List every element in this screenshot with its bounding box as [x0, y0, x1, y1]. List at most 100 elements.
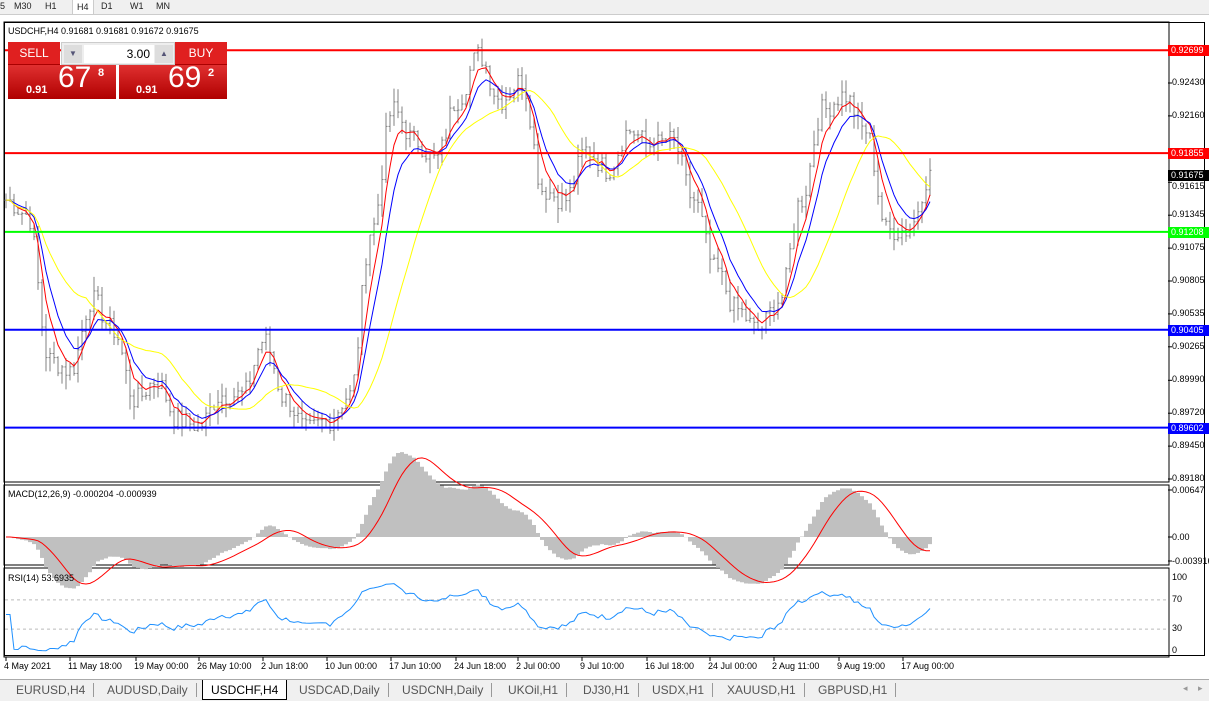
price-bar: [756, 312, 760, 331]
price-bar: [384, 112, 388, 183]
price-bar: [268, 326, 272, 367]
scroll-left-icon[interactable]: ◂: [1183, 683, 1188, 693]
scroll-right-icon[interactable]: ▸: [1198, 683, 1203, 693]
timeframe-5[interactable]: 5: [0, 1, 6, 11]
buy-button[interactable]: BUY: [175, 42, 227, 65]
price-bar: [700, 188, 704, 218]
price-bar: [140, 375, 144, 402]
timeframe-M30[interactable]: M30: [14, 1, 32, 11]
timeframe-MN[interactable]: MN: [156, 1, 170, 11]
one-click-trading-panel: SELL ▼ 3.00 ▲ BUY 0.91 67 8 0.91 69 2: [8, 42, 227, 99]
chart-tab[interactable]: AUDUSD,Daily: [99, 683, 197, 697]
price-bar: [84, 315, 88, 340]
price-bar: [820, 93, 824, 132]
time-axis-label: 2 Jul 00:00: [516, 661, 561, 671]
time-axis-label: 11 May 18:00: [68, 661, 122, 671]
timeframe-W1[interactable]: W1: [130, 1, 144, 11]
timeframe-H4[interactable]: H4: [72, 0, 94, 15]
price-bar: [864, 123, 868, 144]
timeframe-H1[interactable]: H1: [45, 1, 57, 11]
time-axis-label: 17 Jun 10:00: [389, 661, 442, 671]
price-axis-label: 0.90805: [1172, 275, 1205, 285]
price-axis-label: 0.89450: [1172, 440, 1205, 451]
chart-tab[interactable]: EURUSD,H4: [8, 683, 95, 697]
time-axis-label: 17 Aug 00:00: [901, 661, 955, 671]
price-bar: [48, 347, 52, 372]
price-bar: [724, 270, 728, 295]
price-bar: [292, 406, 296, 428]
lot-input[interactable]: 3.00: [84, 45, 154, 63]
price-bar: [20, 211, 24, 225]
price-bar: [472, 52, 476, 71]
price-bar: [344, 388, 348, 410]
price-bar: [256, 347, 260, 371]
price-axis-label: 0.91615: [1172, 180, 1205, 191]
price-bar: [636, 130, 640, 143]
price-bar: [744, 299, 748, 322]
sell-price[interactable]: 0.91 67 8: [8, 61, 116, 99]
price-bar: [100, 287, 104, 331]
rsi-label: RSI(14) 53.6935: [8, 573, 75, 583]
timeframe-D1[interactable]: D1: [101, 1, 113, 11]
price-bar: [364, 258, 368, 294]
rsi-axis-label: 70: [1172, 593, 1183, 604]
increase-lot-icon[interactable]: ▲: [155, 45, 173, 63]
price-bar: [172, 408, 176, 435]
price-bar: [316, 410, 320, 427]
lot-size-stepper[interactable]: ▼ 3.00 ▲: [61, 42, 175, 65]
price-axis-label: 0.89720: [1172, 407, 1205, 418]
price-bar: [164, 373, 168, 403]
price-bar: [272, 351, 276, 374]
price-bar: [804, 185, 808, 220]
chart-tab[interactable]: GBPUSD,H1: [810, 683, 897, 697]
price-bar: [904, 219, 908, 243]
time-axis-label: 10 Jun 00:00: [325, 661, 378, 671]
chart-tab[interactable]: UKOil,H1: [500, 683, 568, 697]
price-bar: [224, 387, 228, 418]
price-bar: [780, 293, 784, 305]
price-bar: [596, 151, 600, 178]
price-bar: [284, 392, 288, 407]
price-axis-label: 0.89180: [1172, 473, 1205, 483]
price-bar: [696, 189, 700, 213]
time-axis-label: 4 May 2021: [4, 661, 52, 671]
chart-tab[interactable]: USDX,H1: [644, 683, 714, 697]
decrease-lot-icon[interactable]: ▼: [64, 45, 82, 63]
price-axis-label: 0.90535: [1172, 307, 1205, 318]
price-bar: [80, 319, 84, 361]
price-bar: [348, 385, 352, 404]
horizontal-line-price-tag: 0.91208: [1168, 226, 1209, 238]
price-bar: [28, 206, 32, 233]
price-bar: [56, 356, 60, 377]
price-bar: [876, 158, 880, 205]
chart-tab[interactable]: USDCHF,H4: [202, 680, 288, 700]
price-bar: [836, 96, 840, 111]
time-axis-label: 16 Jul 18:00: [645, 661, 695, 671]
chart-tab[interactable]: DJ30,H1: [575, 683, 639, 697]
chart-tab[interactable]: USDCAD,Daily: [291, 683, 389, 697]
price-bar: [396, 89, 400, 119]
price-bar: [760, 326, 764, 340]
price-bar: [300, 400, 304, 429]
rsi-line: [6, 583, 931, 652]
rsi-axis-label: 100: [1172, 572, 1188, 582]
price-bar: [556, 184, 560, 223]
buy-price[interactable]: 0.91 69 2: [119, 61, 227, 99]
price-bar: [716, 246, 720, 273]
price-bar: [52, 341, 56, 364]
time-axis-label: 26 May 10:00: [197, 661, 252, 671]
price-bar: [424, 148, 428, 163]
price-bar: [152, 378, 156, 399]
price-bar: [476, 44, 480, 62]
price-bar: [72, 362, 76, 376]
chart-tab[interactable]: USDCNH,Daily: [394, 683, 493, 697]
price-bar: [436, 151, 440, 169]
macd-label: MACD(12,26,9) -0.000204 -0.000939: [8, 489, 157, 499]
price-bar: [60, 364, 64, 384]
price-bar: [888, 211, 892, 240]
sell-button[interactable]: SELL: [8, 42, 60, 65]
horizontal-line-price-tag: 0.89602: [1168, 422, 1209, 434]
chart-tab[interactable]: XAUUSD,H1: [719, 683, 805, 697]
price-bar: [408, 122, 412, 148]
